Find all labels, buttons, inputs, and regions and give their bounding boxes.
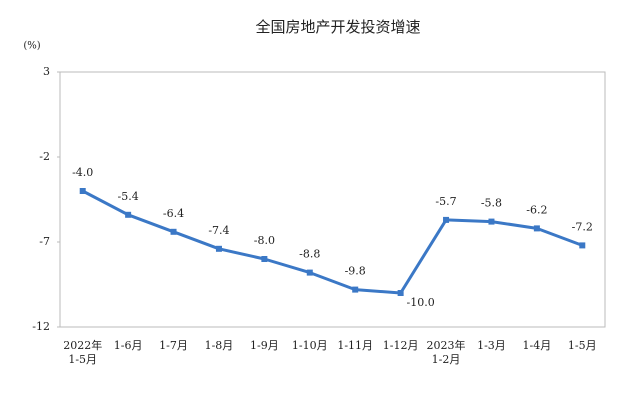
y-tick-label: -2 — [39, 150, 50, 163]
data-label: -5.7 — [435, 195, 456, 208]
plot-frame — [59, 71, 606, 328]
point-marker — [533, 225, 540, 232]
y-tick-label: -12 — [32, 320, 50, 333]
x-tick-label: 1-7月 — [159, 339, 188, 352]
series-line — [82, 189, 583, 295]
x-tick-label: 1-12月 — [382, 339, 419, 352]
x-tick-label: 2023年 1-2月 — [426, 339, 466, 366]
data-label: -7.2 — [572, 220, 593, 233]
data-label: -5.8 — [481, 197, 502, 210]
chart-title: 全国房地产开发投资增速 — [255, 18, 420, 36]
data-label: -8.8 — [299, 248, 320, 261]
data-label: -10.0 — [407, 296, 435, 309]
point-marker — [443, 216, 450, 223]
data-label: -4.0 — [72, 166, 93, 179]
x-tick-label: 1-10月 — [291, 339, 328, 352]
point-marker — [579, 242, 586, 249]
x-tick-label: 2022年 1-5月 — [63, 339, 103, 366]
point-marker — [215, 245, 222, 252]
unit-label: (%) — [23, 41, 40, 52]
data-label: -7.4 — [208, 224, 229, 237]
y-tick-label: 3 — [43, 65, 50, 78]
y-tick-label: -7 — [39, 235, 50, 248]
data-label: -6.2 — [526, 203, 547, 216]
x-tick-label: 1-5月 — [567, 339, 597, 352]
x-tick-label: 1-6月 — [113, 339, 143, 352]
data-label: -5.4 — [118, 190, 139, 203]
point-marker — [261, 256, 268, 262]
point-marker — [170, 228, 177, 235]
point-marker — [79, 188, 86, 194]
x-tick-label: 1-11月 — [337, 339, 374, 352]
point-marker — [306, 269, 313, 276]
point-marker — [397, 290, 404, 296]
x-tick-label: 1-3月 — [477, 339, 506, 352]
point-marker — [352, 286, 359, 293]
point-marker — [488, 218, 495, 225]
point-marker — [125, 211, 132, 218]
data-label: -8.0 — [254, 234, 275, 247]
x-tick-label: 1-4月 — [522, 339, 552, 352]
x-tick-label: 1-9月 — [250, 339, 279, 352]
data-label: -6.4 — [163, 207, 184, 220]
data-label: -9.8 — [345, 265, 366, 278]
x-tick-label: 1-8月 — [204, 339, 234, 352]
